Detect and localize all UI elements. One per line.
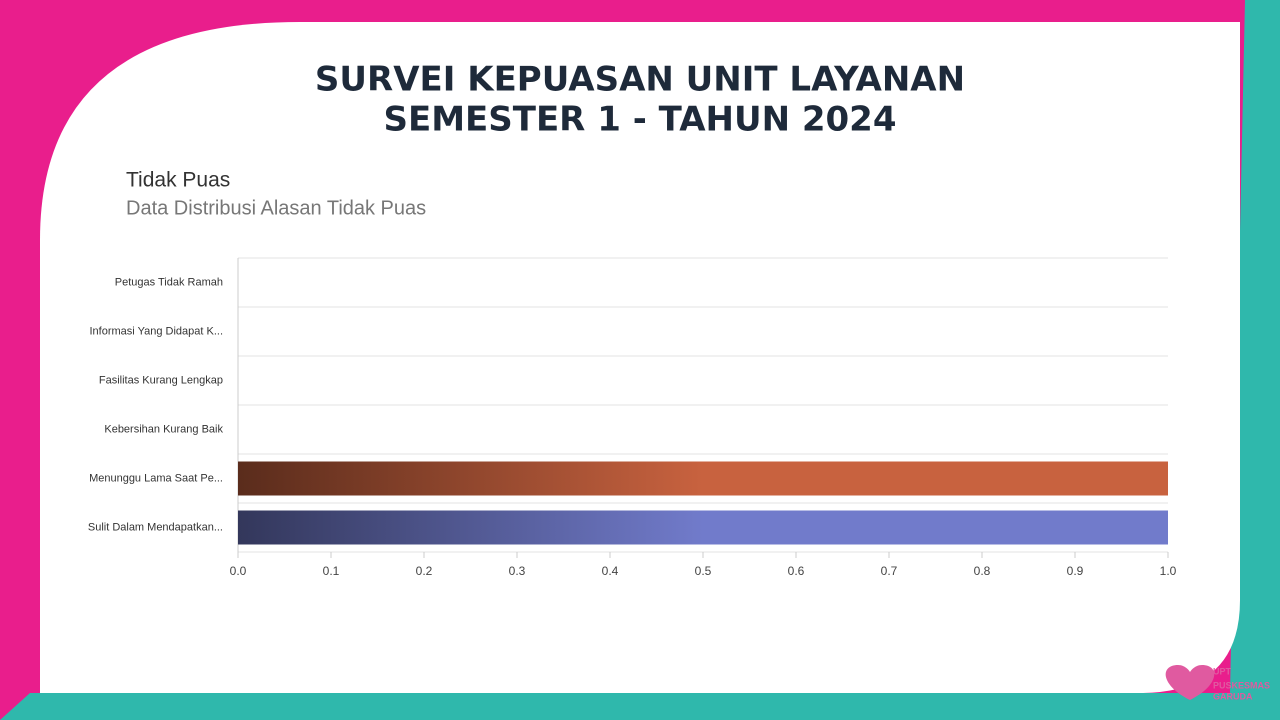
x-tick-label: 0.6 (788, 564, 805, 578)
slide-title: SEMESTER 1 - TAHUN 2024 (384, 100, 897, 140)
chart-subtitle: Data Distribusi Alasan Tidak Puas (126, 197, 426, 219)
bar (238, 510, 1168, 545)
logo-text: PUSKESMAS (1213, 680, 1270, 690)
logo-text: UPT (1213, 666, 1232, 676)
x-tick-label: 0.4 (602, 564, 619, 578)
x-tick-label: 0.2 (416, 564, 433, 578)
y-tick-label: Menunggu Lama Saat Pe... (89, 472, 223, 484)
slide-title: SURVEI KEPUASAN UNIT LAYANAN (315, 60, 965, 100)
x-tick-label: 0.0 (230, 564, 247, 578)
x-tick-label: 0.9 (1067, 564, 1084, 578)
y-tick-label: Kebersihan Kurang Baik (104, 423, 223, 435)
y-tick-label: Sulit Dalam Mendapatkan... (88, 521, 223, 533)
logo-heart (1165, 665, 1215, 700)
y-tick-label: Fasilitas Kurang Lengkap (99, 374, 223, 386)
x-tick-label: 1.0 (1160, 564, 1177, 578)
logo-text: GARUDA (1213, 691, 1253, 701)
x-tick-label: 0.8 (974, 564, 991, 578)
x-tick-label: 0.7 (881, 564, 898, 578)
x-tick-label: 0.5 (695, 564, 712, 578)
bar (238, 461, 1168, 496)
x-tick-label: 0.1 (323, 564, 340, 578)
x-tick-label: 0.3 (509, 564, 526, 578)
chart-title: Tidak Puas (126, 169, 230, 192)
y-tick-label: Informasi Yang Didapat K... (90, 325, 224, 337)
y-tick-label: Petugas Tidak Ramah (115, 276, 223, 288)
logo: UPT PUSKESMAS GARUDA (1165, 665, 1270, 701)
